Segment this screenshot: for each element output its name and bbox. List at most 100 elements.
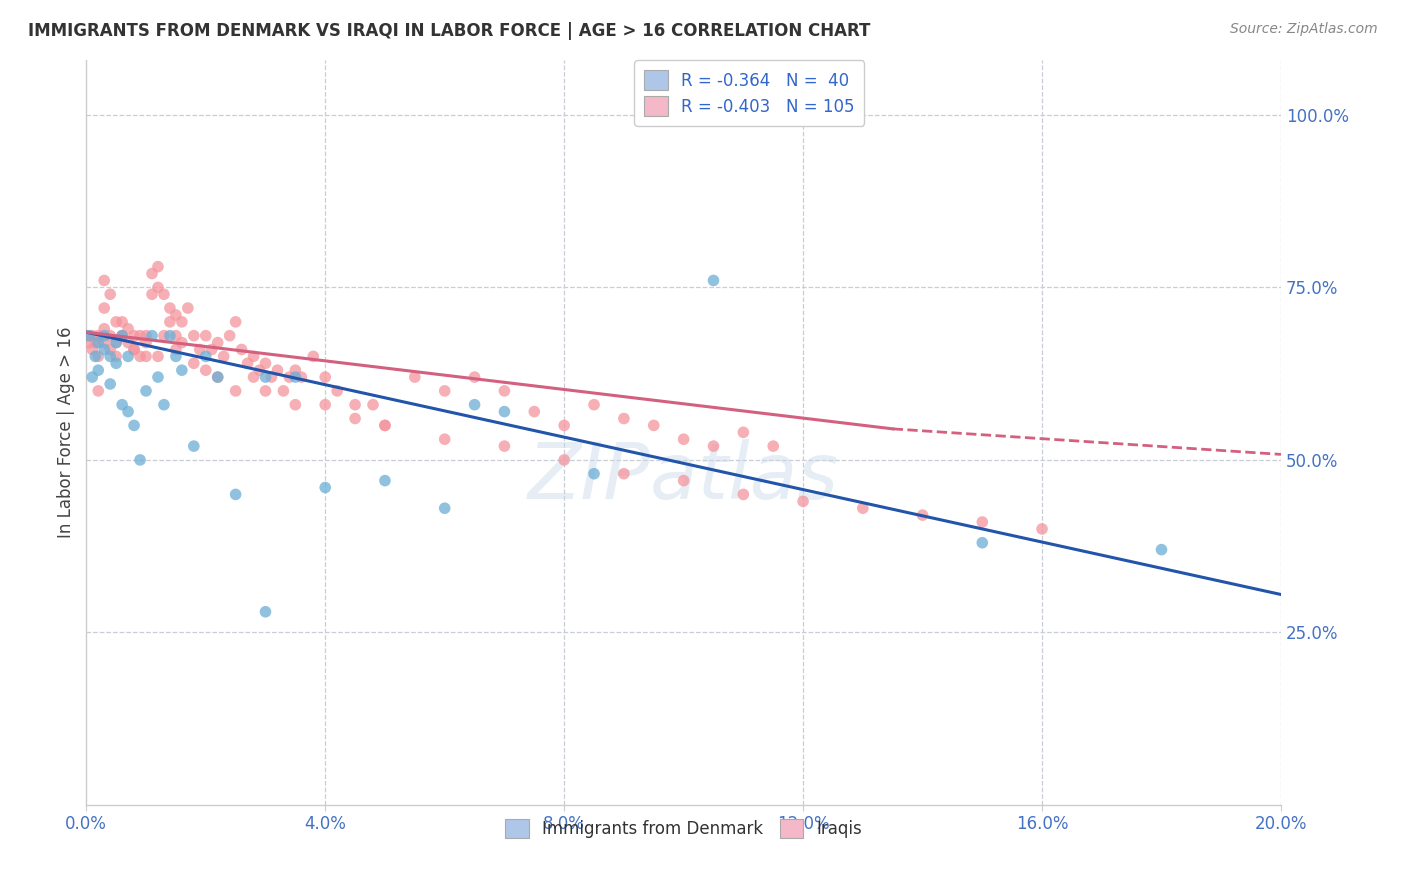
Point bbox=[135, 335, 157, 350]
Point bbox=[433, 501, 456, 516]
Point bbox=[494, 404, 516, 418]
Point bbox=[82, 370, 104, 384]
Point bbox=[98, 287, 121, 301]
Point bbox=[77, 328, 100, 343]
Point bbox=[122, 328, 145, 343]
Point bbox=[146, 280, 169, 294]
Point bbox=[170, 315, 193, 329]
Point bbox=[165, 343, 187, 357]
Point bbox=[146, 260, 169, 274]
Point bbox=[207, 335, 229, 350]
Point bbox=[141, 328, 163, 343]
Point bbox=[129, 453, 152, 467]
Point bbox=[494, 384, 516, 398]
Point bbox=[911, 508, 934, 522]
Point bbox=[225, 487, 247, 501]
Point bbox=[183, 439, 205, 453]
Point bbox=[87, 363, 110, 377]
Point bbox=[117, 335, 139, 350]
Point bbox=[852, 501, 875, 516]
Point bbox=[212, 350, 235, 364]
Point bbox=[284, 363, 307, 377]
Point bbox=[84, 335, 107, 350]
Point bbox=[344, 398, 367, 412]
Point bbox=[582, 398, 605, 412]
Point bbox=[87, 335, 110, 350]
Point bbox=[207, 370, 229, 384]
Point bbox=[77, 335, 100, 350]
Point bbox=[146, 370, 169, 384]
Point bbox=[523, 404, 546, 418]
Point bbox=[165, 328, 187, 343]
Point bbox=[98, 350, 121, 364]
Point bbox=[972, 535, 994, 549]
Point bbox=[314, 370, 336, 384]
Point bbox=[98, 328, 121, 343]
Point bbox=[93, 343, 115, 357]
Text: IMMIGRANTS FROM DENMARK VS IRAQI IN LABOR FORCE | AGE > 16 CORRELATION CHART: IMMIGRANTS FROM DENMARK VS IRAQI IN LABO… bbox=[28, 22, 870, 40]
Point bbox=[105, 335, 128, 350]
Point bbox=[582, 467, 605, 481]
Point bbox=[194, 328, 217, 343]
Point bbox=[146, 350, 169, 364]
Point bbox=[194, 350, 217, 364]
Point bbox=[374, 474, 396, 488]
Point bbox=[159, 301, 181, 315]
Text: Source: ZipAtlas.com: Source: ZipAtlas.com bbox=[1230, 22, 1378, 37]
Point bbox=[159, 328, 181, 343]
Point bbox=[159, 315, 181, 329]
Point bbox=[111, 328, 134, 343]
Point bbox=[105, 350, 128, 364]
Point bbox=[314, 398, 336, 412]
Point bbox=[201, 343, 224, 357]
Point bbox=[433, 432, 456, 446]
Point bbox=[344, 411, 367, 425]
Point bbox=[93, 273, 115, 287]
Point bbox=[284, 370, 307, 384]
Point bbox=[129, 328, 152, 343]
Point bbox=[122, 343, 145, 357]
Point bbox=[82, 328, 104, 343]
Point bbox=[177, 301, 200, 315]
Point bbox=[165, 350, 187, 364]
Point bbox=[135, 350, 157, 364]
Point bbox=[254, 384, 277, 398]
Point bbox=[284, 398, 307, 412]
Point bbox=[183, 356, 205, 370]
Point bbox=[93, 328, 115, 343]
Point bbox=[105, 315, 128, 329]
Point bbox=[218, 328, 240, 343]
Point bbox=[762, 439, 785, 453]
Point bbox=[302, 350, 325, 364]
Point bbox=[266, 363, 288, 377]
Point bbox=[733, 425, 755, 440]
Point bbox=[117, 404, 139, 418]
Point bbox=[464, 370, 486, 384]
Point bbox=[122, 343, 145, 357]
Point bbox=[105, 356, 128, 370]
Point bbox=[135, 328, 157, 343]
Point bbox=[494, 439, 516, 453]
Point bbox=[117, 322, 139, 336]
Point bbox=[1031, 522, 1053, 536]
Text: ZIPatlas: ZIPatlas bbox=[529, 439, 839, 515]
Point bbox=[374, 418, 396, 433]
Point bbox=[77, 328, 100, 343]
Point bbox=[361, 398, 384, 412]
Point bbox=[290, 370, 312, 384]
Point bbox=[153, 398, 176, 412]
Point bbox=[254, 370, 277, 384]
Point bbox=[87, 384, 110, 398]
Point bbox=[135, 384, 157, 398]
Point bbox=[105, 335, 128, 350]
Point bbox=[183, 328, 205, 343]
Point bbox=[672, 474, 695, 488]
Point bbox=[153, 328, 176, 343]
Point bbox=[643, 418, 665, 433]
Point bbox=[972, 515, 994, 529]
Legend: Immigrants from Denmark, Iraqis: Immigrants from Denmark, Iraqis bbox=[499, 813, 869, 845]
Point bbox=[273, 384, 295, 398]
Point bbox=[464, 398, 486, 412]
Point bbox=[141, 267, 163, 281]
Point bbox=[111, 328, 134, 343]
